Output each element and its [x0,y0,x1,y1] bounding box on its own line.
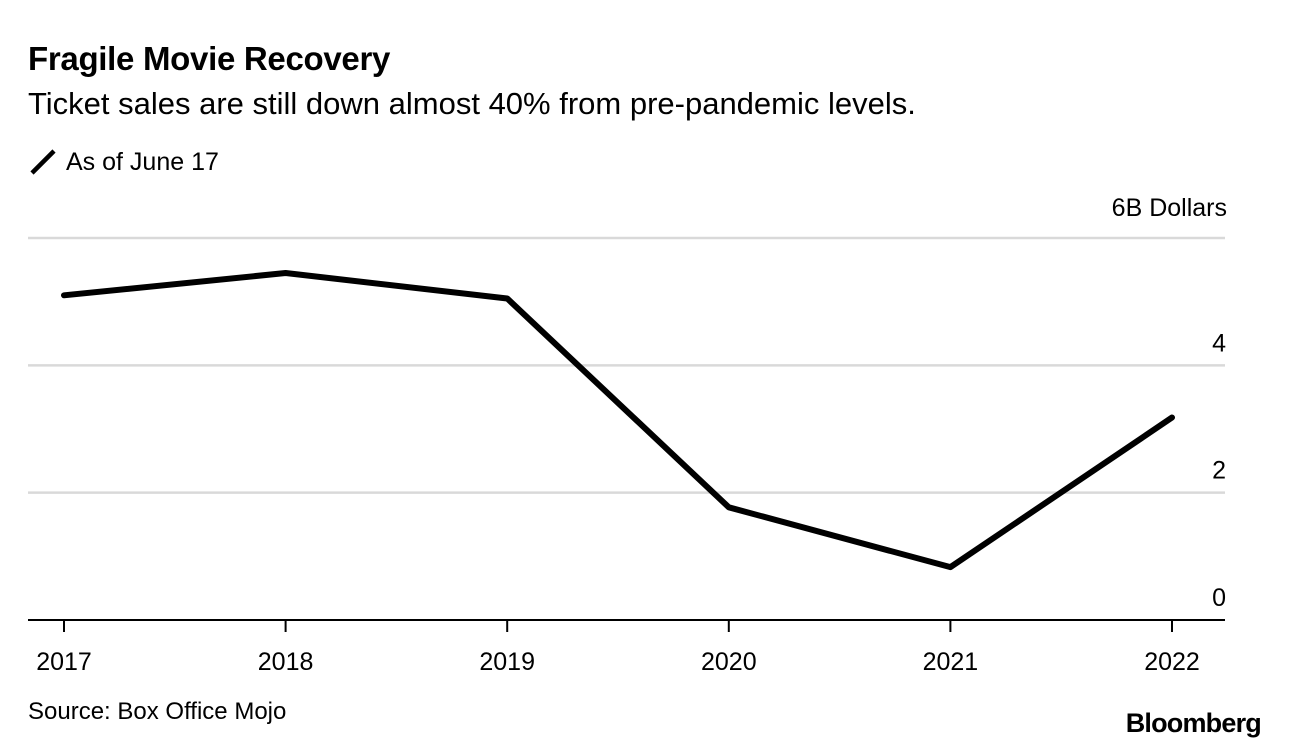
series-line-ticket-sales [61,270,1175,571]
as-of-text: As of June 17 [66,147,219,176]
gridlines [28,236,1225,494]
chart-title: Fragile Movie Recovery [28,40,391,77]
x-tick-label: 2017 [36,648,92,676]
x-axis: 2017 2018 2019 2020 2021 2022 [28,619,1225,676]
source-note: Source: Box Office Mojo [28,698,287,725]
y-axis-unit-label: 6B Dollars [1111,194,1227,222]
as-of-note: As of June 17 [28,147,219,177]
x-tick-label: 2020 [701,648,757,676]
pencil-icon [30,149,56,175]
x-tick-label: 2018 [258,648,314,676]
y-tick-label: 2 [1212,457,1226,485]
x-tick-label: 2021 [923,648,979,676]
x-tick-label: 2022 [1144,648,1200,676]
x-tick-label: 2019 [479,648,535,676]
chart-subtitle: Ticket sales are still down almost 40% f… [28,86,916,121]
series-lines [61,270,1175,571]
y-tick-labels: 0 2 4 [1212,329,1226,612]
y-tick-label: 0 [1212,584,1226,612]
bloomberg-logo: Bloomberg [1125,708,1262,738]
y-tick-label: 4 [1212,329,1226,357]
